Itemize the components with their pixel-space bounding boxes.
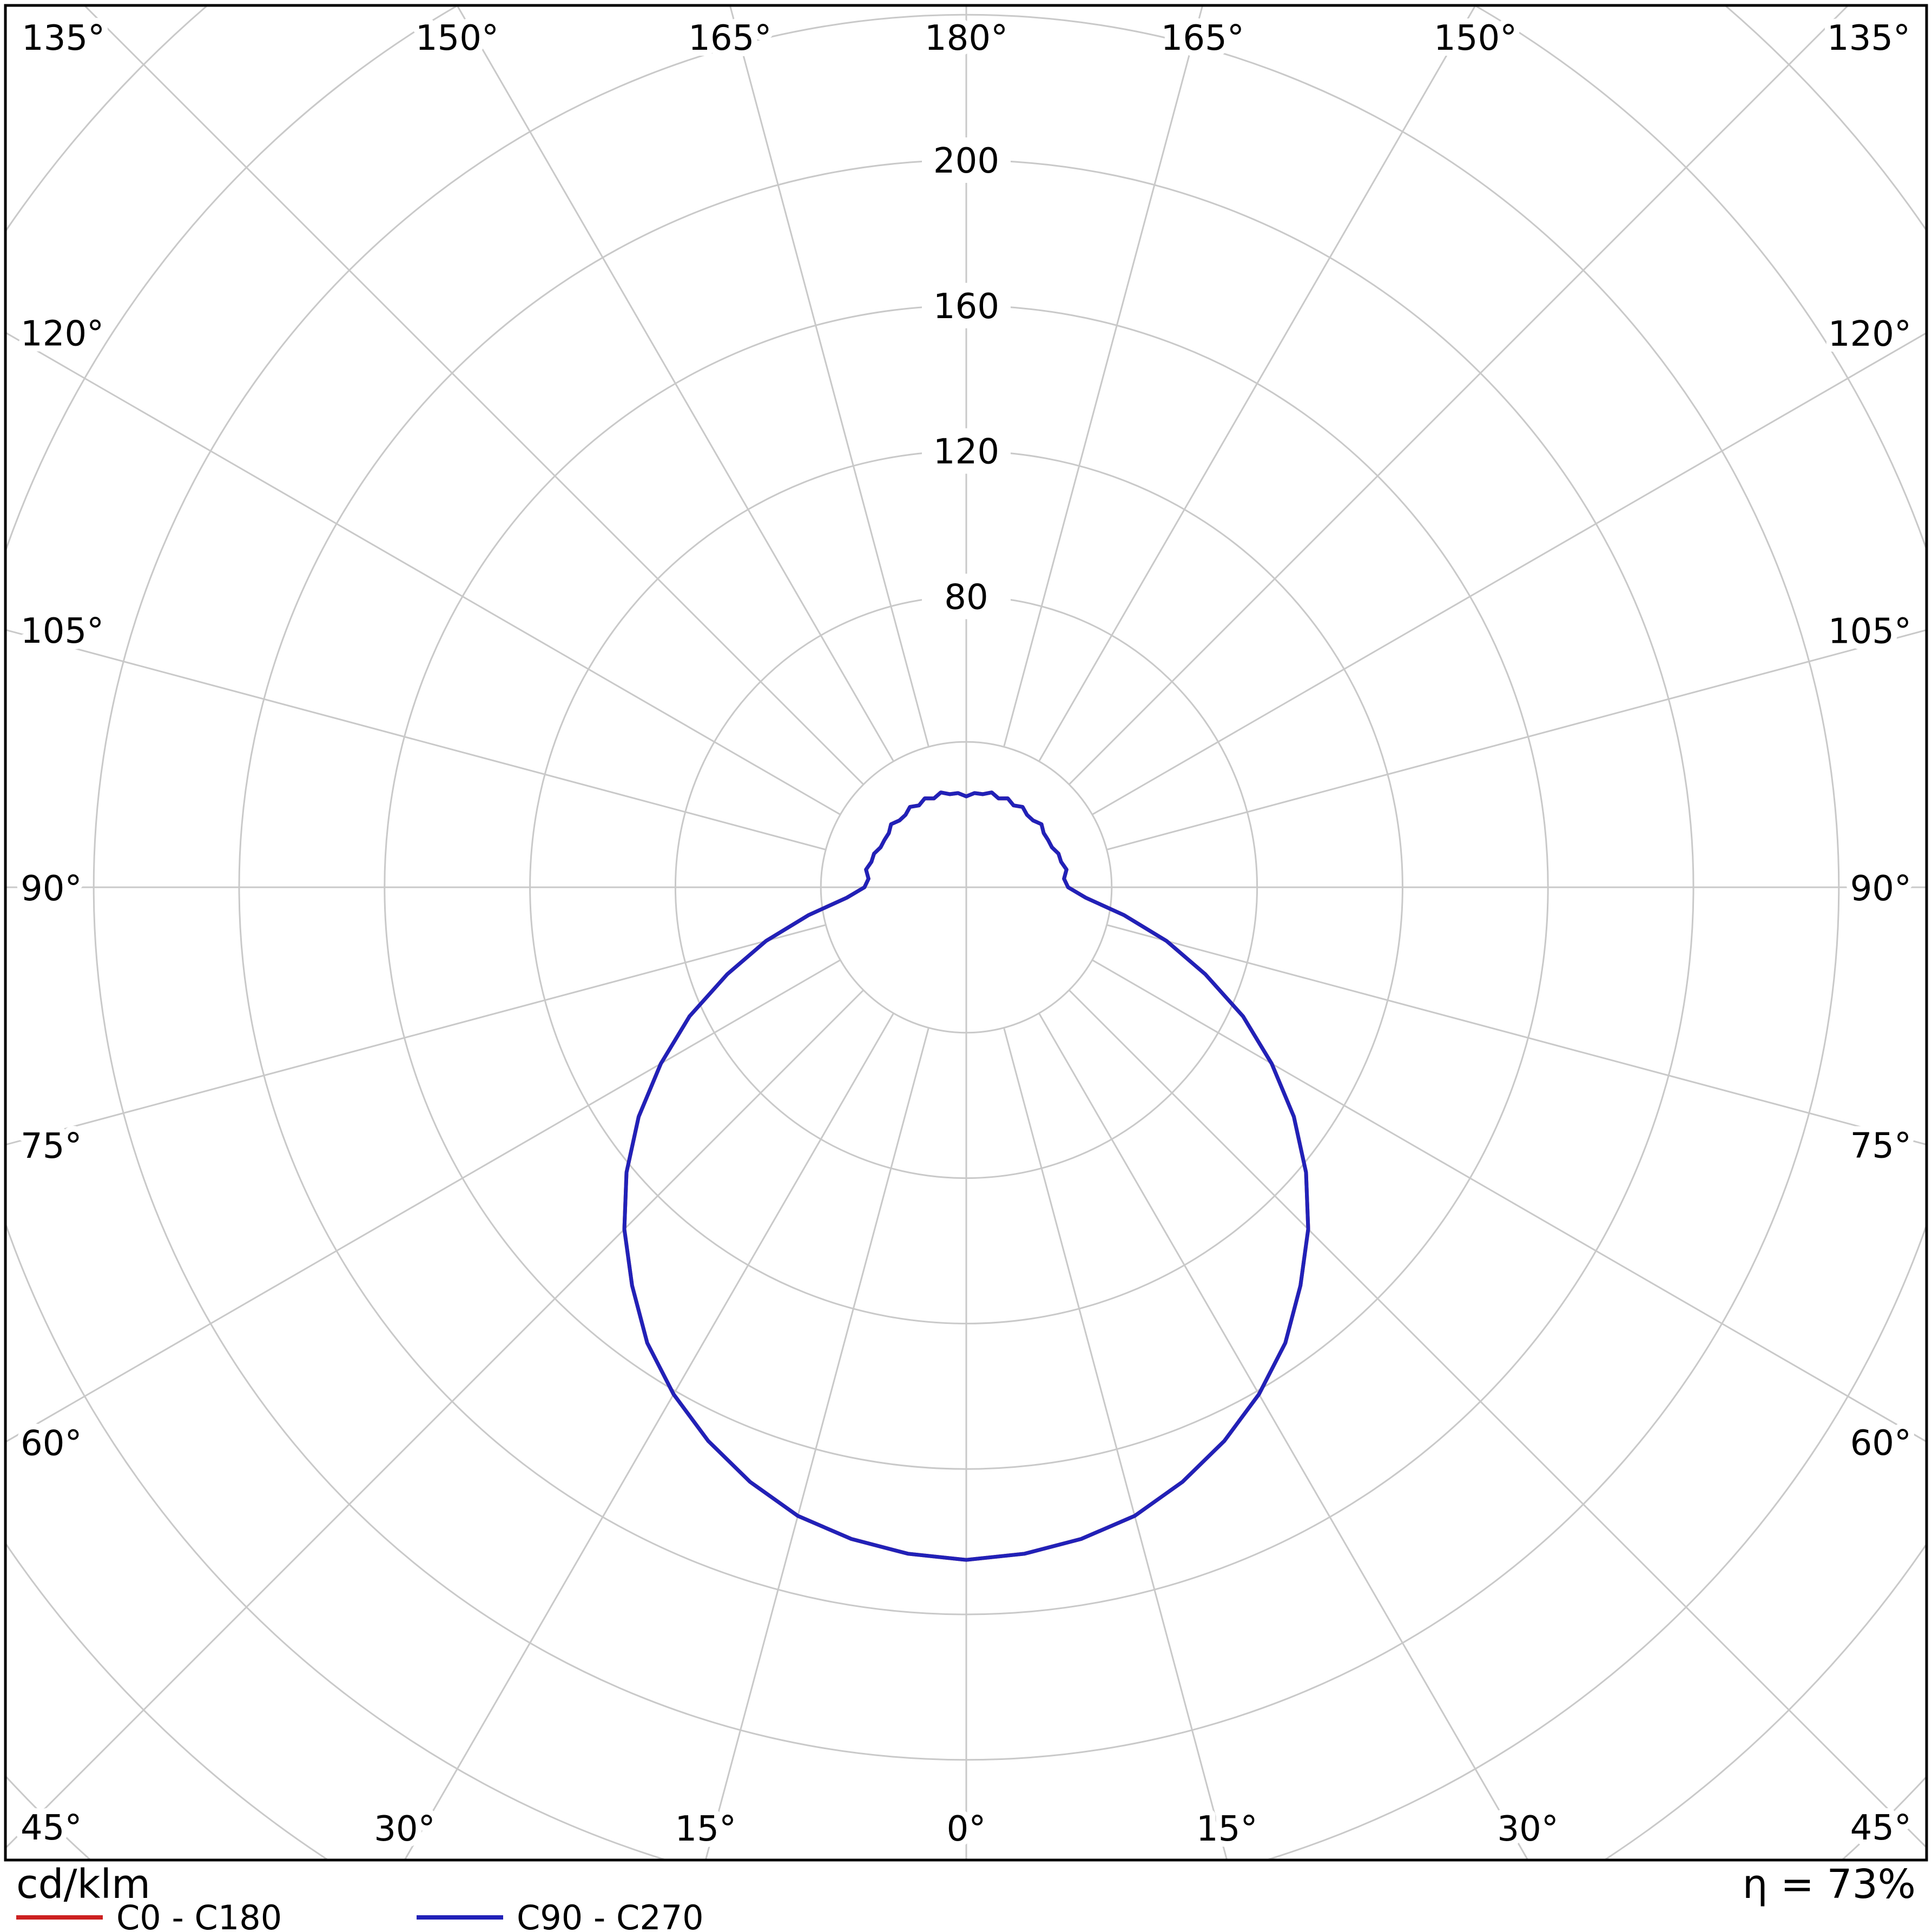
grid-radial-line xyxy=(5,331,841,815)
ring-labels: 80 120 160 200 xyxy=(922,137,1011,619)
angle-label: 150° xyxy=(1434,18,1517,58)
ring-label: 200 xyxy=(933,141,999,181)
grid-radial-line xyxy=(1106,924,1927,1146)
angle-label: 90° xyxy=(1850,869,1911,909)
angle-label: 30° xyxy=(1497,1809,1558,1849)
efficiency-label: η = 73% xyxy=(1743,1861,1916,1908)
angle-label: 15° xyxy=(675,1809,736,1849)
angle-label: 165° xyxy=(1161,18,1244,58)
ring-label-mask xyxy=(922,428,1011,474)
grid-radial-line xyxy=(5,924,826,1146)
legend: cd/klm η = 73% C0 - C180 C90 - C270 xyxy=(16,1861,1916,1932)
angle-label: 120° xyxy=(21,314,104,354)
grid-radial-line xyxy=(83,5,864,785)
angle-label: 45° xyxy=(1850,1808,1911,1848)
grid-radial-line xyxy=(729,5,929,747)
grid-radial-line xyxy=(1069,5,1850,785)
ring-label: 120 xyxy=(933,432,999,472)
intensity-curves xyxy=(622,790,1310,1562)
angle-label: 120° xyxy=(1828,314,1911,354)
grid-radial-line xyxy=(404,1013,894,1860)
grid-radial-line xyxy=(1038,1013,1529,1860)
angle-label: 60° xyxy=(1850,1423,1911,1463)
grid-radial-line xyxy=(704,1027,929,1860)
angle-label: 0° xyxy=(947,1809,986,1849)
angle-labels: 0° 15° 15° 30° 30° 45° 45° 60° 60° 75° 75° 90° 90° 10… xyxy=(15,12,1917,1855)
legend-label-c90-c270: C90 - C270 xyxy=(517,1898,704,1932)
grid-radial-line xyxy=(1092,332,1927,815)
ring-label-mask xyxy=(922,137,1011,183)
legend-label-c0-c180: C0 - C180 xyxy=(116,1898,282,1932)
grid-radial-line xyxy=(5,629,826,850)
angle-label: 90° xyxy=(21,869,82,909)
ring-label-mask xyxy=(922,282,1011,328)
ring-label-mask xyxy=(922,573,1011,619)
angle-label: 75° xyxy=(21,1126,82,1166)
grid-radial-line xyxy=(1069,990,1927,1849)
angle-label: 165° xyxy=(688,18,772,58)
plot-border xyxy=(4,4,1928,1862)
angle-label: 105° xyxy=(1828,611,1911,651)
grid-radial-line xyxy=(5,990,864,1850)
ring-label: 80 xyxy=(944,577,988,617)
angle-label: 60° xyxy=(21,1423,82,1463)
grid-radial-line xyxy=(1106,629,1927,850)
angle-label: 180° xyxy=(925,18,1008,58)
grid-radial-line xyxy=(5,959,841,1443)
grid-radial-line xyxy=(1003,5,1204,747)
angle-label: 105° xyxy=(21,611,104,651)
grid-radial-line xyxy=(1003,1027,1228,1860)
curve-c90-c270 xyxy=(622,790,1310,1562)
grid-radial-line xyxy=(456,5,894,762)
angle-label: 135° xyxy=(22,18,105,58)
grid-radial-line xyxy=(1038,5,1476,762)
angle-label: 30° xyxy=(374,1809,435,1849)
angle-label: 45° xyxy=(21,1808,82,1848)
ring-label: 160 xyxy=(933,287,999,327)
grid-radial-line xyxy=(1092,959,1927,1443)
angle-label: 15° xyxy=(1196,1809,1257,1849)
unit-label: cd/klm xyxy=(16,1861,150,1908)
angle-label: 150° xyxy=(416,18,499,58)
angle-label: 135° xyxy=(1827,18,1910,58)
angle-label: 75° xyxy=(1850,1126,1911,1166)
